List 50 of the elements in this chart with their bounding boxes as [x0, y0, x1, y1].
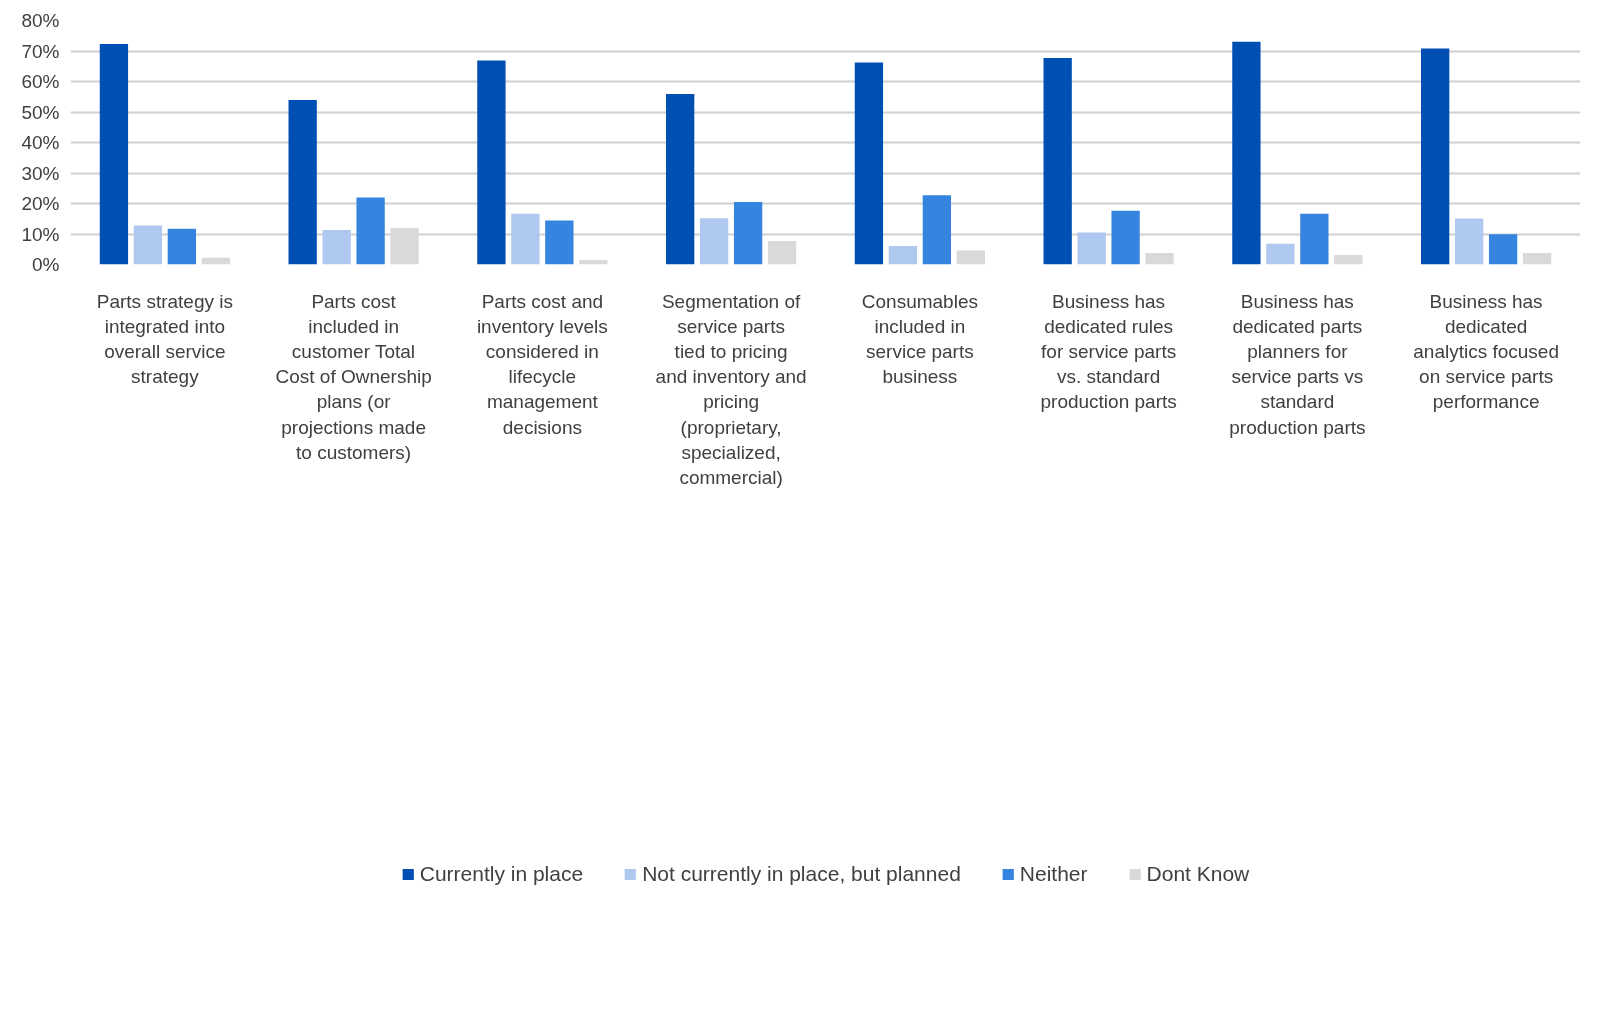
- x-tick-label: Business has dedicated rules for service parts vs. standard production parts: [1040, 290, 1177, 413]
- y-tick-label: 40%: [21, 132, 60, 153]
- bar: [1488, 234, 1518, 265]
- y-tick-label: 80%: [21, 10, 60, 31]
- bar: [922, 195, 952, 265]
- bar: [1522, 252, 1552, 265]
- bar: [956, 250, 985, 265]
- bar: [1145, 252, 1174, 265]
- bar: [1077, 232, 1106, 265]
- bar: [1454, 218, 1484, 265]
- bar: [511, 213, 540, 265]
- legend-label: Neither: [1019, 862, 1088, 886]
- bar: [666, 94, 695, 265]
- x-tick-label: Consumables included in service parts business: [861, 290, 978, 388]
- bar: [545, 220, 574, 265]
- y-tick-label: 10%: [21, 223, 60, 245]
- x-tick-label: Business has dedicated analytics focused on service parts performance: [1413, 290, 1559, 413]
- bar: [1111, 210, 1140, 265]
- bar: [1300, 213, 1329, 265]
- bar: [1266, 243, 1295, 265]
- bar: [767, 241, 797, 265]
- bar: [699, 218, 729, 265]
- bar: [1043, 58, 1072, 265]
- x-tick-label: Segmentation of service parts tied to pricing and inventory and pricing (proprietary, specialized, commercial): [655, 290, 807, 488]
- x-tick-label: Parts strategy is integrated into overall service strategy: [96, 290, 233, 388]
- y-tick-label: 50%: [21, 101, 60, 123]
- legend-label: Currently in place: [419, 862, 584, 886]
- bar: [288, 100, 317, 265]
- bar: [133, 225, 163, 265]
- bar: [888, 245, 918, 265]
- bar: [1421, 48, 1450, 265]
- y-tick-label: 0%: [32, 254, 60, 275]
- x-tick-label: Business has dedicated parts planners for service parts vs standard production parts: [1229, 290, 1366, 438]
- y-tick-label: 70%: [21, 40, 60, 62]
- bar: [322, 230, 351, 265]
- x-tick-label: Parts cost and inventory levels considered in lifecycle management decisions: [476, 290, 608, 438]
- legend-label: Dont Know: [1146, 862, 1250, 886]
- y-tick-label: 30%: [21, 162, 60, 184]
- legend-label: Not currently in place, but planned: [642, 862, 961, 886]
- bar: [477, 60, 506, 265]
- bar: [733, 201, 763, 265]
- bar: [356, 197, 385, 265]
- bar: [167, 228, 197, 265]
- bar: [1232, 41, 1261, 265]
- bar: [1334, 255, 1363, 265]
- bar: [99, 43, 129, 265]
- y-tick-label: 60%: [21, 71, 60, 92]
- x-tick-label: Parts cost included in customer Total Cost of Ownership plans (or projections made to customers): [275, 290, 432, 463]
- bar: [854, 62, 884, 265]
- y-tick-label: 20%: [21, 193, 60, 214]
